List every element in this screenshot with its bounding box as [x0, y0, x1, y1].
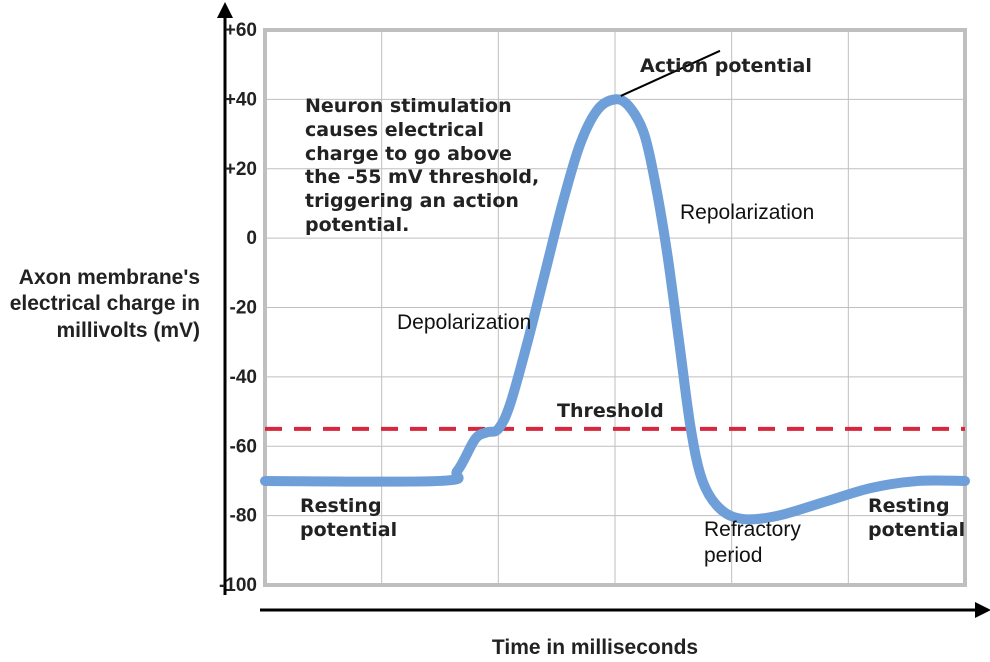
svg-text:-80: -80	[230, 506, 257, 527]
explain-text: Neuron stimulation causes electrical cha…	[305, 95, 545, 238]
svg-text:-60: -60	[230, 436, 257, 457]
svg-text:+40: +40	[225, 89, 257, 110]
x-axis-label: Time in milliseconds	[225, 636, 965, 660]
svg-text:-100: -100	[219, 575, 257, 596]
svg-text:+60: +60	[225, 20, 257, 41]
svg-text:-40: -40	[230, 367, 257, 388]
svg-text:+20: +20	[225, 159, 257, 180]
svg-text:0: 0	[246, 228, 257, 249]
svg-text:-20: -20	[230, 298, 257, 319]
resting-potential-left: Resting potential	[300, 495, 410, 543]
action-potential-label: Action potential	[640, 55, 812, 79]
refractory-period-label: Refractory period	[704, 517, 834, 570]
y-axis-label: Axon membrane's electrical charge in mil…	[0, 265, 200, 344]
chart-root: Axon membrane's electrical charge in mil…	[0, 0, 990, 662]
repolarization-label: Repolarization	[680, 200, 814, 226]
depolarization-label: Depolarization	[397, 310, 531, 336]
resting-potential-right: Resting potential	[868, 495, 978, 543]
threshold-label: Threshold	[557, 400, 664, 424]
